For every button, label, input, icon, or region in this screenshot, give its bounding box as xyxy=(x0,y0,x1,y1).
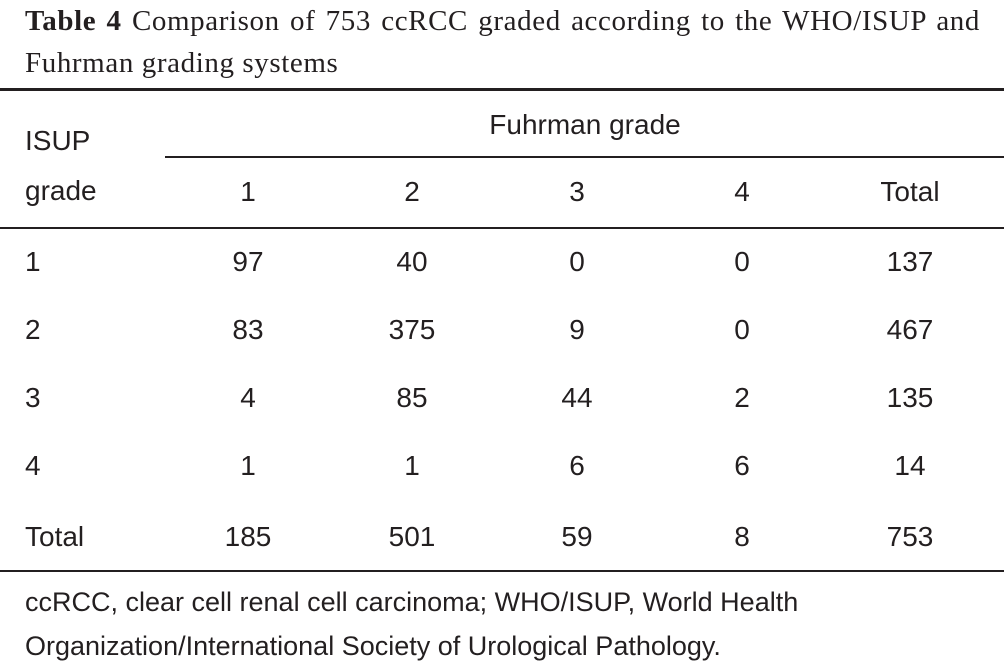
column-header: 3 xyxy=(569,176,585,207)
cell: 137 xyxy=(886,246,934,277)
column-header: Total xyxy=(880,176,940,207)
cell: 135 xyxy=(886,382,934,413)
cell: 40 xyxy=(396,246,428,277)
header-rule xyxy=(0,227,1004,229)
group-rule xyxy=(165,156,1004,158)
footnote: ccRCC, clear cell renal cell carcinoma; … xyxy=(25,587,799,661)
cell: 2 xyxy=(734,382,750,413)
column-header: 4 xyxy=(734,176,750,207)
row-label: 4 xyxy=(25,450,41,481)
top-rule xyxy=(0,88,1004,91)
cell: 14 xyxy=(894,450,926,481)
cell: 1 xyxy=(240,450,256,481)
cell: 85 xyxy=(396,382,428,413)
cell: 467 xyxy=(886,314,934,345)
column-header: 2 xyxy=(404,176,420,207)
row-label: 2 xyxy=(25,314,41,345)
cell: 753 xyxy=(886,521,934,552)
cell: 1 xyxy=(404,450,420,481)
column-header: 1 xyxy=(240,176,256,207)
cell: 6 xyxy=(569,450,585,481)
caption: Table 4 Comparison of 753 ccRCC graded a… xyxy=(25,0,980,84)
cell: 9 xyxy=(569,314,585,345)
group-header: Fuhrman grade xyxy=(489,109,681,140)
cell: 44 xyxy=(561,382,593,413)
cell: 6 xyxy=(734,450,750,481)
row-label: 1 xyxy=(25,246,41,277)
row-header: ISUP grade xyxy=(25,125,97,206)
cell: 0 xyxy=(569,246,585,277)
row-label: 3 xyxy=(25,382,41,413)
cell: 8 xyxy=(734,521,750,552)
cell: 83 xyxy=(232,314,264,345)
cell: 59 xyxy=(561,521,593,552)
cell: 375 xyxy=(388,314,436,345)
bottom-rule xyxy=(0,570,1004,572)
caption-text: Comparison of 753 ccRCC graded according… xyxy=(25,5,980,79)
cell: 4 xyxy=(240,382,256,413)
cell: 501 xyxy=(388,521,436,552)
caption-label: Table 4 xyxy=(25,5,122,37)
row-label: Total xyxy=(25,521,85,552)
cell: 0 xyxy=(734,314,750,345)
cell: 97 xyxy=(232,246,264,277)
cell: 0 xyxy=(734,246,750,277)
cell: 185 xyxy=(224,521,272,552)
